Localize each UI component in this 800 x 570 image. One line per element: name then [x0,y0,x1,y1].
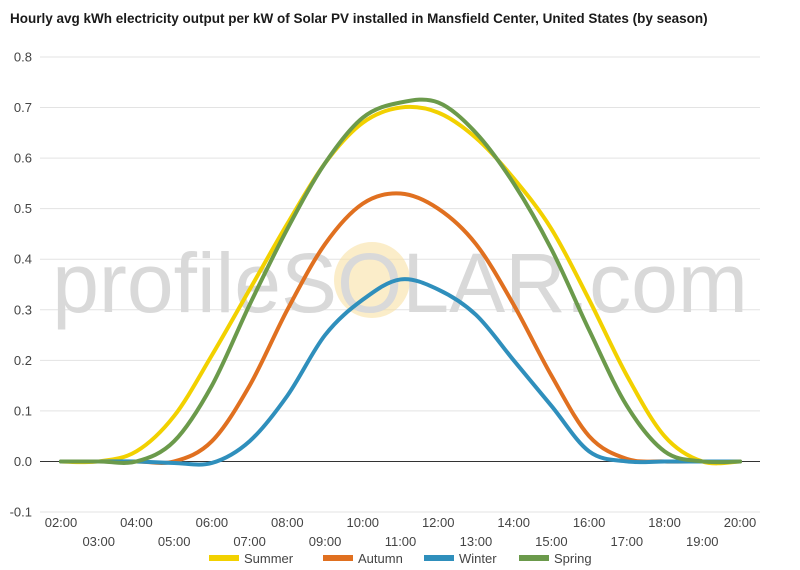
y-tick-label: 0.5 [14,201,32,216]
y-axis-ticks: -0.1 0.0 0.1 0.2 0.3 0.4 0.5 0.6 0.7 0.8 [10,50,32,520]
y-tick-label: 0.0 [14,454,32,469]
x-tick-label: 16:00 [573,515,606,530]
legend-item-autumn[interactable]: Autumn [323,551,403,566]
legend-label: Spring [554,551,592,566]
legend-label: Summer [244,551,294,566]
y-tick-label: 0.1 [14,403,32,418]
x-tick-label: 05:00 [158,534,191,549]
legend-swatch [519,555,549,561]
x-tick-label: 14:00 [497,515,530,530]
legend-label: Autumn [358,551,403,566]
series-line-summer [59,104,742,466]
legend-item-summer[interactable]: Summer [209,551,294,566]
legend[interactable]: Summer Autumn Winter Spring [209,551,592,566]
x-tick-label: 12:00 [422,515,455,530]
x-tick-label: 19:00 [686,534,719,549]
x-tick-label: 04:00 [120,515,153,530]
y-tick-label: 0.4 [14,252,32,267]
x-axis-ticks: 02:00 03:00 04:00 05:00 06:00 07:00 08:00 09:00… [45,515,757,549]
x-tick-label: 10:00 [347,515,380,530]
y-tick-label: 0.7 [14,100,32,115]
x-tick-label: 07:00 [233,534,266,549]
y-tick-label: 0.6 [14,151,32,166]
watermark-text: profileSOLAR.com [52,236,748,330]
x-tick-label: 09:00 [309,534,342,549]
legend-label: Winter [459,551,497,566]
legend-item-spring[interactable]: Spring [519,551,592,566]
series-lines [59,97,742,467]
y-tick-label: -0.1 [10,505,32,520]
series-line-winter [59,277,742,467]
x-tick-label: 18:00 [648,515,681,530]
x-tick-label: 03:00 [82,534,115,549]
x-tick-label: 17:00 [611,534,644,549]
x-tick-label: 13:00 [460,534,493,549]
y-tick-label: 0.8 [14,50,32,65]
legend-swatch [209,555,239,561]
watermark-sun-icon [334,242,410,318]
legend-item-winter[interactable]: Winter [424,551,497,566]
x-tick-label: 20:00 [724,515,757,530]
series-line-spring [59,97,742,465]
x-tick-label: 06:00 [196,515,229,530]
x-tick-label: 02:00 [45,515,78,530]
x-tick-label: 15:00 [535,534,568,549]
watermark: profileSOLAR.com [52,236,748,330]
y-tick-label: 0.2 [14,353,32,368]
legend-swatch [323,555,353,561]
legend-swatch [424,555,454,561]
chart-title: Hourly avg kWh electricity output per kW… [10,11,708,26]
y-tick-label: 0.3 [14,302,32,317]
x-tick-label: 11:00 [385,534,417,549]
x-tick-label: 08:00 [271,515,304,530]
